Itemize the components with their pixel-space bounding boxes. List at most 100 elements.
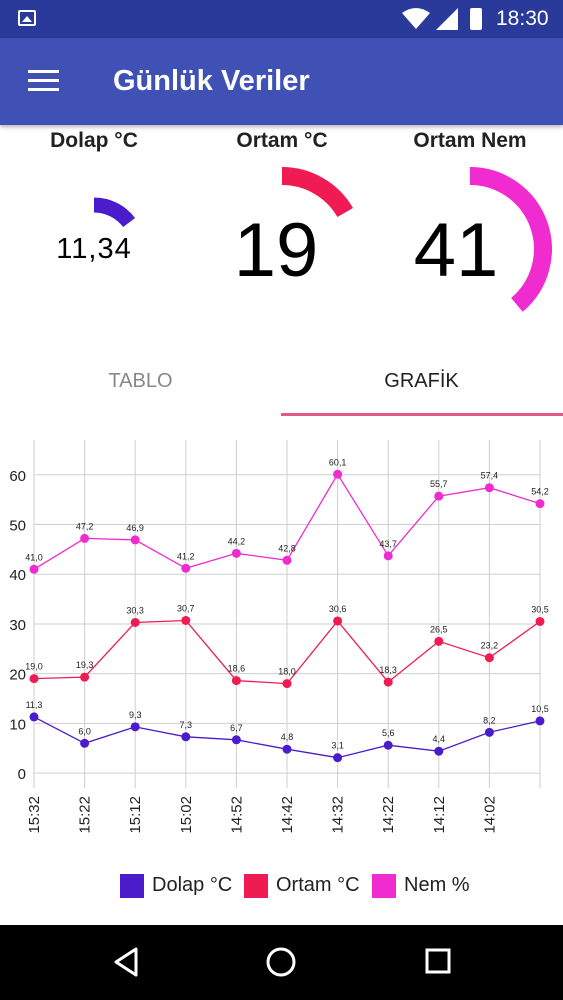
data-point: [333, 616, 343, 626]
data-point: [434, 746, 444, 756]
y-tick-label: 40: [9, 567, 26, 584]
active-tab-indicator: [281, 413, 563, 416]
legend-label: Dolap °C: [152, 874, 233, 896]
data-label: 46,9: [126, 523, 144, 533]
y-tick-label: 10: [9, 716, 26, 733]
data-point: [231, 676, 241, 686]
data-point: [181, 615, 191, 625]
x-tick-label: 15:02: [178, 796, 195, 834]
gauge-ortam-nem-value: 41: [413, 208, 499, 293]
data-point: [282, 744, 292, 754]
x-tick-label: 14:02: [481, 796, 498, 834]
navigation-bar: [0, 925, 563, 1000]
data-point: [80, 672, 90, 682]
gauge-dolap: Dolap °C 11,34: [0, 125, 188, 345]
data-point: [333, 753, 343, 763]
line-chart: 0 10 20 30 40 50 60 15:32 15:22 15:12 15:02 14:52 14…: [9, 440, 549, 834]
signal-icon: [436, 8, 458, 30]
data-label: 30,5: [531, 604, 549, 614]
y-tick-label: 0: [18, 766, 26, 783]
data-label: 23,2: [481, 641, 499, 651]
wifi-icon: [402, 8, 430, 29]
x-tick-label: 14:12: [431, 796, 448, 834]
data-point: [535, 716, 545, 726]
data-label: 30,7: [177, 603, 195, 613]
y-tick-label: 20: [9, 667, 26, 684]
x-tick-label: 14:52: [228, 796, 245, 834]
data-point: [181, 732, 191, 742]
x-tick-label: 15:32: [26, 796, 43, 834]
data-point: [484, 727, 494, 737]
data-point: [80, 533, 90, 543]
data-label: 30,6: [329, 604, 347, 614]
data-point: [434, 636, 444, 646]
data-label: 18,3: [379, 665, 397, 675]
gauge-ortam-nem-label: Ortam Nem: [413, 129, 527, 152]
legend-swatch: [372, 874, 396, 898]
data-label: 4,4: [433, 734, 446, 744]
home-icon[interactable]: [264, 945, 298, 979]
tab-tablo[interactable]: TABLO: [108, 370, 173, 392]
legend-swatch: [120, 874, 144, 898]
x-tick-label: 14:22: [380, 796, 397, 834]
data-label: 18,6: [228, 664, 246, 674]
gauge-dolap-value: 11,34: [56, 233, 132, 265]
app-bar: Günlük Veriler: [0, 38, 563, 125]
gauge-ortam-nem: Ortam Nem 41: [376, 125, 563, 345]
recents-icon[interactable]: [422, 945, 454, 979]
data-label: 43,7: [379, 539, 397, 549]
data-point: [231, 548, 241, 558]
x-tick-label: 15:12: [127, 796, 144, 834]
battery-icon: [470, 8, 482, 30]
tab-bar: TABLO GRAFİK: [0, 345, 563, 417]
data-label: 18,0: [278, 667, 296, 677]
legend-swatch: [244, 874, 268, 898]
data-label: 6,7: [230, 723, 243, 733]
gauge-dolap-label: Dolap °C: [50, 129, 138, 152]
data-point: [181, 563, 191, 573]
data-point: [29, 712, 39, 722]
data-point: [484, 653, 494, 663]
y-tick-label: 50: [9, 518, 26, 535]
data-label: 55,7: [430, 479, 448, 489]
data-label: 7,3: [180, 720, 193, 730]
gauge-ortam-temp-arc: [281, 167, 353, 218]
data-label: 54,2: [531, 487, 549, 497]
x-tick-label: 14:32: [330, 796, 347, 834]
data-label: 19,0: [25, 662, 43, 672]
data-point: [383, 740, 393, 750]
data-label: 10,5: [531, 704, 549, 714]
data-point: [29, 564, 39, 574]
page-title: Günlük Veriler: [113, 65, 310, 97]
data-label: 44,2: [228, 536, 246, 546]
data-point: [80, 738, 90, 748]
legend-label: Nem %: [404, 874, 470, 896]
data-point: [231, 735, 241, 745]
x-tick-label: 14:42: [279, 796, 296, 834]
data-point: [383, 677, 393, 687]
back-icon[interactable]: [110, 945, 142, 979]
data-label: 8,2: [483, 715, 496, 725]
data-label: 11,3: [26, 700, 43, 710]
data-point: [282, 679, 292, 689]
y-tick-label: 60: [9, 468, 26, 485]
gauge-ortam-temp-label: Ortam °C: [236, 129, 328, 152]
gauge-ortam-temp: Ortam °C 19: [188, 125, 376, 345]
data-label: 47,2: [76, 521, 94, 531]
chart-legend: Dolap °C Ortam °C Nem %: [0, 870, 563, 904]
data-point: [484, 483, 494, 493]
tab-grafik[interactable]: GRAFİK: [384, 370, 459, 392]
data-label: 5,6: [382, 728, 395, 738]
gauge-dolap-arc: [93, 197, 136, 228]
data-label: 30,3: [126, 605, 144, 615]
data-point: [29, 674, 39, 684]
status-bar: 18:30: [0, 0, 563, 38]
legend-label: Ortam °C: [276, 874, 360, 896]
data-point: [535, 499, 545, 509]
data-point: [282, 555, 292, 565]
image-notification-icon: [18, 10, 36, 26]
data-label: 60,1: [329, 457, 347, 467]
data-point: [535, 616, 545, 626]
hamburger-menu-icon[interactable]: [28, 70, 59, 92]
data-label: 3,1: [331, 741, 344, 751]
